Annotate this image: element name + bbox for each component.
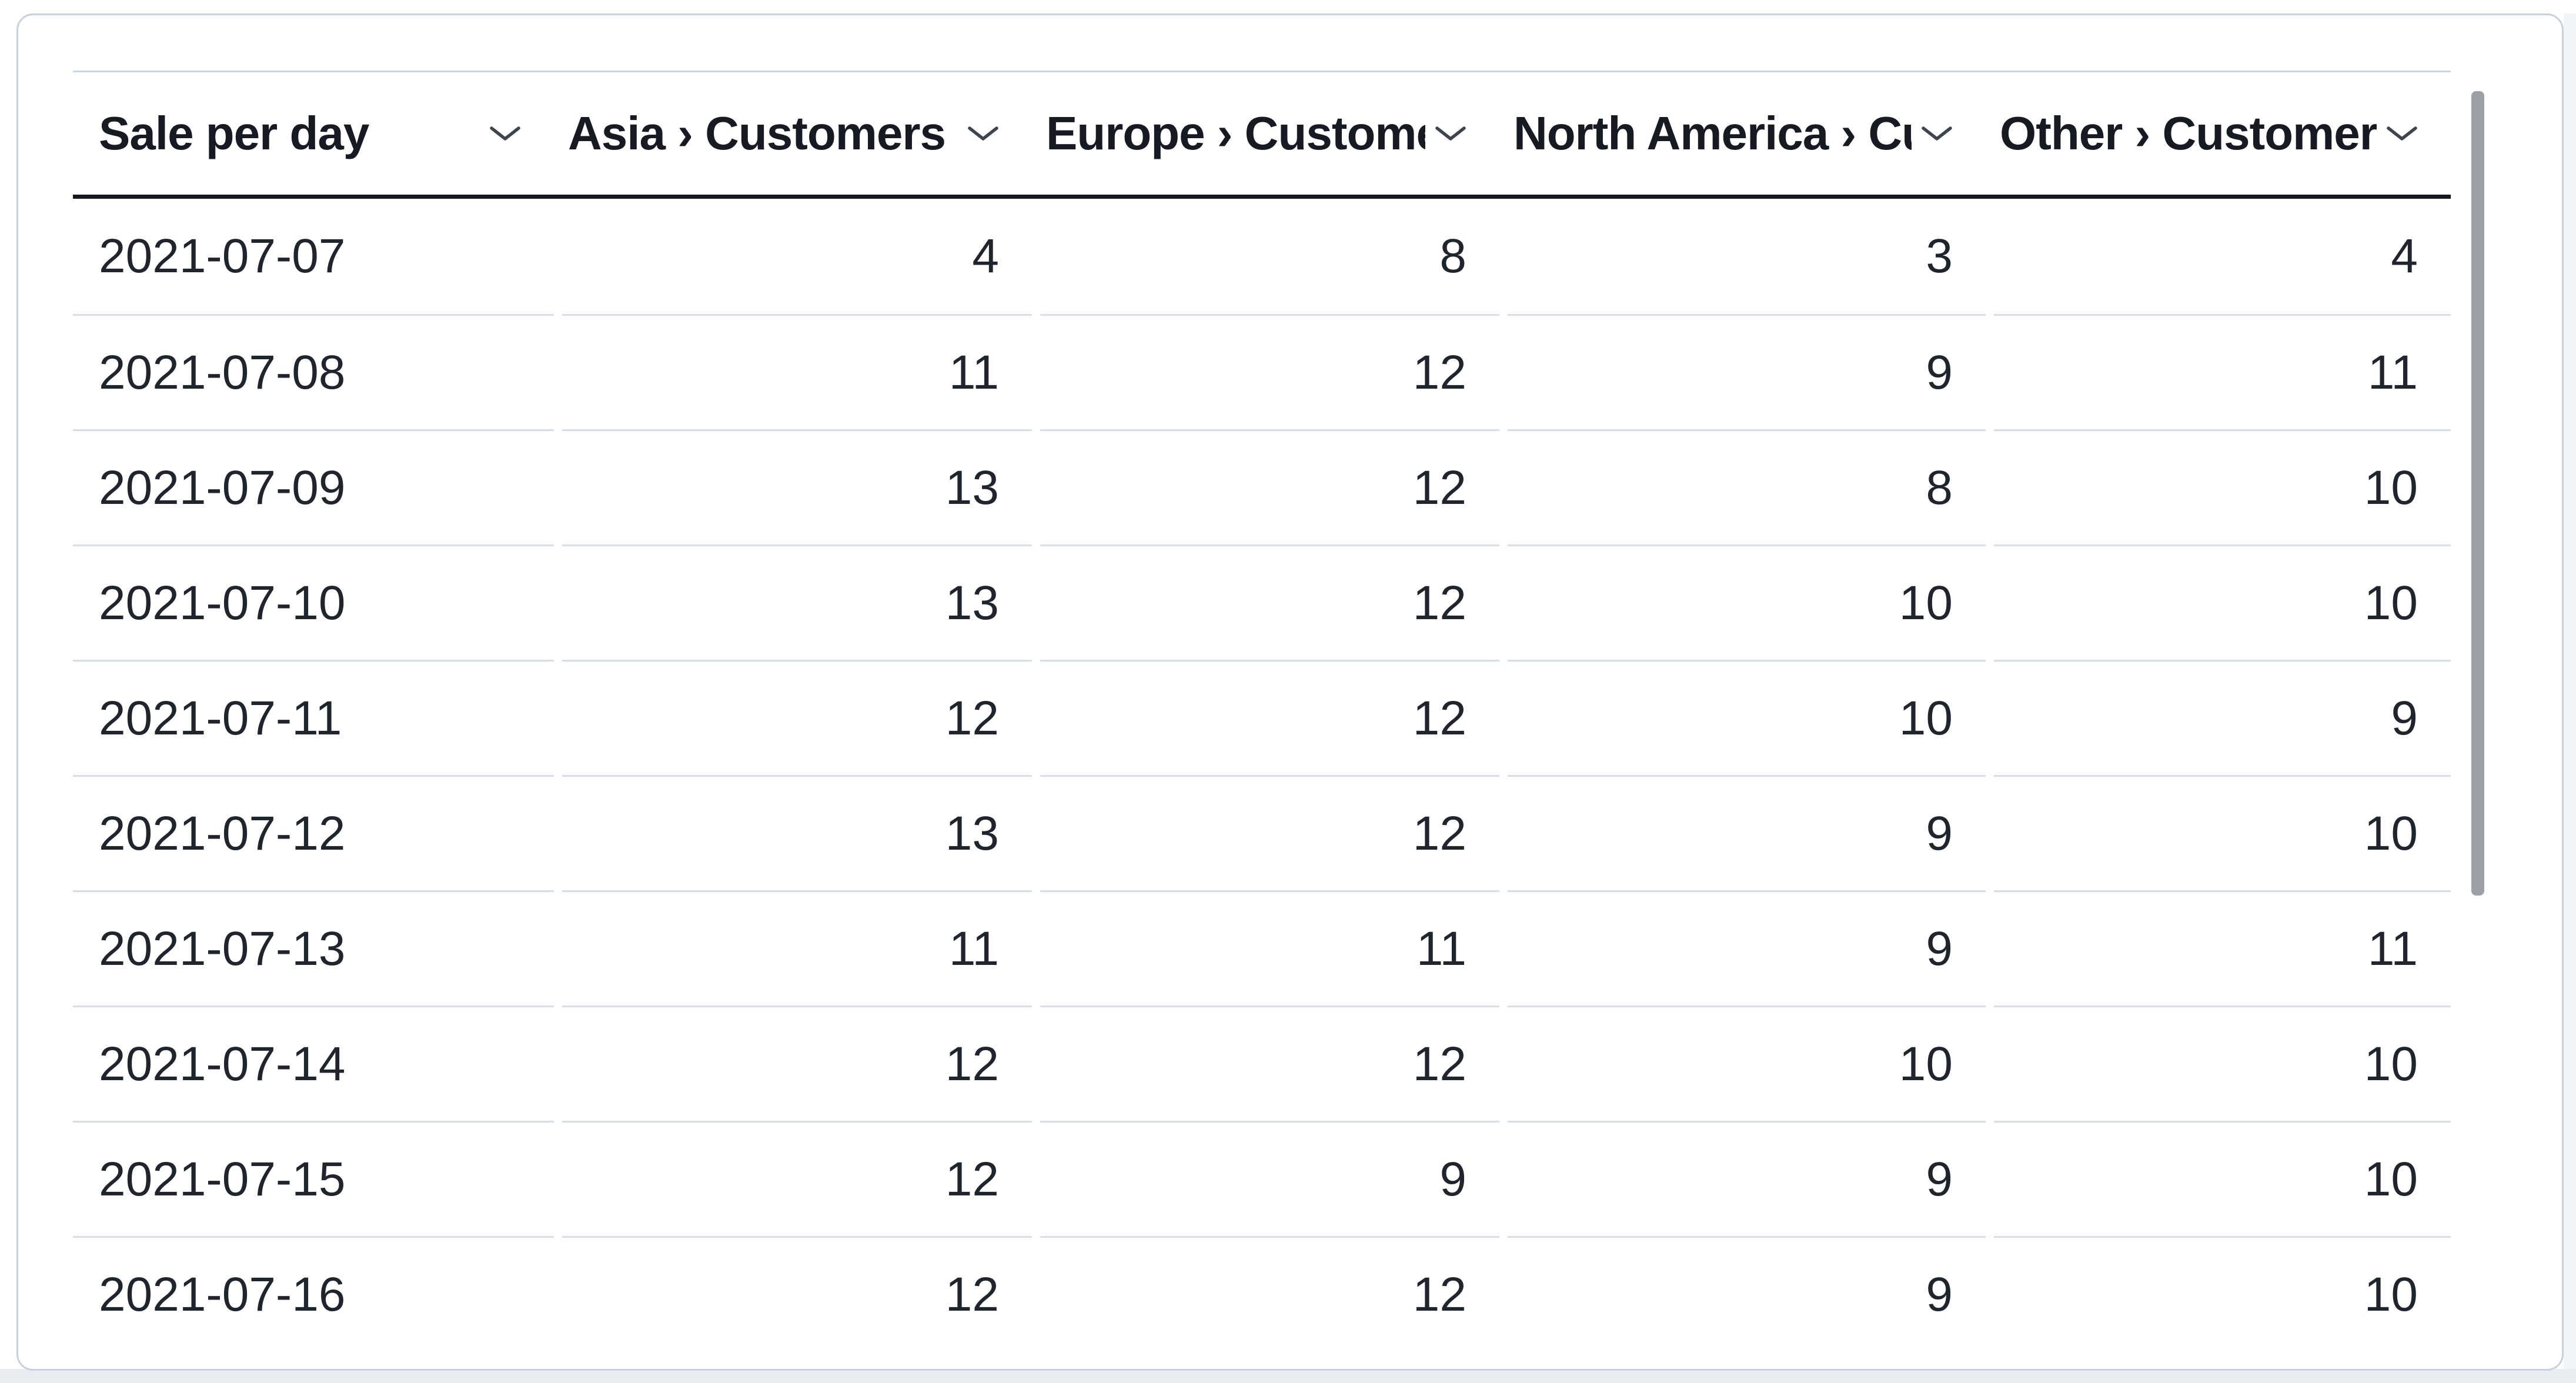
table-cell-value: 13 [562,775,1032,890]
table-row: 2021-07-14 12 12 10 10 [73,1005,2451,1121]
table-cell-value: 12 [1040,314,1499,429]
table-row: 2021-07-08 11 12 9 11 [73,314,2451,429]
chevron-down-icon[interactable] [1921,125,1953,142]
table-row: 2021-07-15 12 9 9 10 [73,1121,2451,1236]
table-cell-value: 10 [1994,1236,2451,1351]
table-cell-value: 9 [1994,660,2451,775]
table-cell-value: 9 [1040,1121,1499,1236]
column-header-other-customers[interactable]: Other › Customers [1986,72,2451,195]
table-cell-date: 2021-07-10 [73,544,554,660]
table-cell-value: 12 [562,1005,1032,1121]
table-cell-value: 10 [1508,544,1986,660]
table-cell-date: 2021-07-08 [73,314,554,429]
page-background-right-margin [2564,14,2576,1369]
table-cell-value: 11 [1994,890,2451,1005]
table-cell-value: 3 [1926,229,1953,283]
table-cell-date: 2021-07-09 [73,429,554,544]
table-row: 2021-07-16 12 12 9 10 [73,1236,2451,1351]
table-cell-value: 9 [1508,314,1986,429]
table-cell-value: 9 [1508,1121,1986,1236]
table-card: Sale per day Asia › Customers Europe › Cus… [16,14,2564,1371]
table-cell-value: 12 [1040,429,1499,544]
table-cell-value: 12 [1040,660,1499,775]
column-header-asia-customers[interactable]: Asia › Customers [554,72,1032,195]
table-cell-date: 2021-07-15 [73,1121,554,1236]
table-row: 2021-07-13 11 11 9 11 [73,890,2451,1005]
table-row: 2021-07-09 13 12 8 10 [73,429,2451,544]
table-cell-value: 8 [1508,429,1986,544]
table-cell-value: 11 [1994,314,2451,429]
table-cell-value: 12 [562,1236,1032,1351]
table-cell-value: 9 [1508,890,1986,1005]
table-cell-date: 2021-07-13 [73,890,554,1005]
column-header-sale-per-day[interactable]: Sale per day [73,72,554,195]
table-cell-date: 2021-07-07 [99,229,346,283]
table-row: 2021-07-11 12 12 10 9 [73,660,2451,775]
chevron-down-icon[interactable] [489,125,521,142]
column-header-label: North America › Customers [1513,107,1912,159]
table-cell-value: 11 [562,890,1032,1005]
chevron-down-icon[interactable] [967,125,999,142]
table-cell-value: 10 [1994,1121,2451,1236]
table-cell-value: 12 [1040,1236,1499,1351]
sales-table: Sale per day Asia › Customers Europe › Cus… [73,71,2451,1351]
table-cell-value: 8 [1439,229,1466,283]
table-row: 2021-07-12 13 12 9 10 [73,775,2451,890]
column-header-label: Other › Customers [2000,107,2377,159]
column-header-europe-customers[interactable]: Europe › Customers [1032,72,1499,195]
table-cell-value: 12 [1040,1005,1499,1121]
table-cell-value: 4 [972,229,999,283]
table-header-row: Sale per day Asia › Customers Europe › Cus… [73,72,2451,199]
table-row: 2021-07-07 4 8 3 4 [73,199,2451,314]
table-cell-value: 10 [1994,429,2451,544]
chevron-down-icon[interactable] [2386,125,2418,142]
table-cell-date: 2021-07-14 [73,1005,554,1121]
table-cell-value: 10 [1508,1005,1986,1121]
table-cell-value: 4 [2391,229,2418,283]
table-cell-value: 11 [1040,890,1499,1005]
table-cell-value: 12 [1040,544,1499,660]
table-cell-date: 2021-07-16 [73,1236,554,1351]
table-cell-value: 10 [1994,1005,2451,1121]
column-header-north-america-customers[interactable]: North America › Customers [1499,72,1986,195]
table-cell-value: 12 [562,660,1032,775]
page-background-bottom-margin [0,1369,2576,1383]
column-header-label: Europe › Customers [1046,107,1425,159]
chevron-down-icon[interactable] [1435,125,1466,142]
table-cell-value: 10 [1994,544,2451,660]
table-cell-value: 13 [562,429,1032,544]
table-row: 2021-07-10 13 12 10 10 [73,544,2451,660]
vertical-scrollbar-thumb[interactable] [2471,91,2484,896]
column-header-label: Sale per day [99,107,369,159]
table-cell-value: 9 [1508,1236,1986,1351]
table-cell-value: 12 [1040,775,1499,890]
table-cell-value: 12 [562,1121,1032,1236]
table-cell-value: 10 [1994,775,2451,890]
table-cell-value: 9 [1508,775,1986,890]
table-cell-value: 11 [562,314,1032,429]
table-cell-value: 13 [562,544,1032,660]
table-body: 2021-07-07 4 8 3 4 2021-07-08 11 12 9 11 2021-07-0… [73,199,2451,1351]
table-cell-value: 10 [1508,660,1986,775]
table-cell-date: 2021-07-12 [73,775,554,890]
column-header-label: Asia › Customers [568,107,946,159]
table-cell-date: 2021-07-11 [73,660,554,775]
